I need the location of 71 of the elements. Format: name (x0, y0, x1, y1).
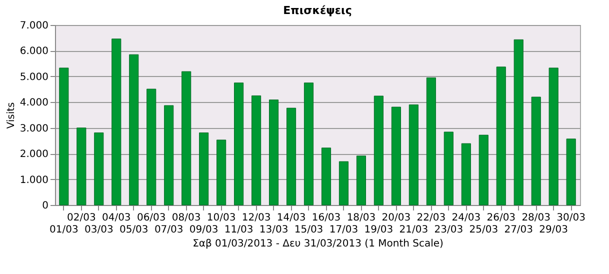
bar (76, 128, 86, 206)
bar (182, 71, 192, 206)
x-tick-label: 05/03 (119, 224, 148, 236)
x-tick-label: 07/03 (154, 224, 184, 236)
x-tick-label: 26/03 (486, 212, 516, 224)
bar (286, 108, 296, 206)
x-tick-label: 10/03 (206, 212, 236, 224)
x-tick-label: 20/03 (382, 212, 411, 224)
x-tick-label: 24/03 (452, 212, 481, 224)
x-tick-label: 02/03 (66, 212, 96, 224)
y-tick-label: 6.000 (20, 46, 48, 58)
x-tick-label: 23/03 (434, 224, 464, 236)
x-axis-title: Σαβ 01/03/2013 - Δευ 31/03/2013 (1 Month Scale) (192, 238, 444, 250)
x-tick-label: 17/03 (329, 224, 358, 236)
bar (426, 77, 436, 206)
bar (548, 68, 558, 206)
bar (338, 161, 349, 206)
y-tick-label: 3.000 (20, 123, 48, 134)
bar (321, 148, 332, 206)
bar (164, 105, 174, 206)
x-tick-label: 27/03 (504, 224, 534, 236)
bar (216, 140, 226, 206)
x-tick-label: 04/03 (102, 212, 131, 224)
bar (444, 132, 454, 206)
y-tick-label: 1.000 (20, 174, 48, 186)
x-tick-label: 06/03 (136, 212, 166, 224)
x-tick-label: 28/03 (522, 212, 551, 224)
bar (566, 138, 576, 206)
bar (496, 66, 506, 206)
bar (531, 96, 541, 206)
bar (112, 38, 122, 206)
x-tick-label: 09/03 (189, 224, 218, 236)
bar (408, 104, 418, 206)
x-tick-label: 13/03 (259, 224, 288, 236)
bar (252, 95, 262, 206)
bar (146, 88, 156, 206)
bar (356, 156, 366, 206)
x-tick-label: 29/03 (539, 224, 568, 236)
bar (94, 132, 104, 206)
bar (374, 96, 384, 206)
x-tick-label: 22/03 (416, 212, 446, 224)
x-tick-label: 16/03 (312, 212, 341, 224)
x-tick-label: 25/03 (469, 224, 498, 236)
x-tick-label: 30/03 (556, 212, 586, 224)
y-tick-label: 4.000 (20, 98, 48, 109)
bar (129, 54, 139, 206)
bar (268, 100, 279, 206)
y-tick-label: 5.000 (20, 72, 48, 83)
x-tick-label: 03/03 (84, 224, 114, 236)
bar (391, 106, 401, 206)
bar (59, 68, 69, 206)
bar (461, 143, 471, 206)
chart-title: Επισκέψεις (283, 4, 352, 17)
bar (199, 132, 209, 206)
x-tick-label: 01/03 (50, 224, 78, 236)
x-tick-label: 14/03 (276, 212, 306, 224)
bar (304, 82, 314, 206)
bar (478, 134, 488, 206)
x-tick-label: 11/03 (224, 224, 254, 236)
y-tick-label: 2.000 (20, 149, 48, 160)
y-tick-label: 0 (42, 200, 48, 212)
y-axis-title: Visits (6, 102, 17, 129)
x-tick-label: 19/03 (364, 224, 394, 236)
y-tick-label: 7.000 (20, 20, 48, 32)
bar (234, 82, 244, 206)
bar (514, 39, 524, 206)
x-tick-label: 21/03 (399, 224, 428, 236)
x-tick-label: 08/03 (172, 212, 201, 224)
x-tick-label: 18/03 (346, 212, 376, 224)
x-tick-label: 12/03 (242, 212, 271, 224)
x-tick-label: 15/03 (294, 224, 324, 236)
